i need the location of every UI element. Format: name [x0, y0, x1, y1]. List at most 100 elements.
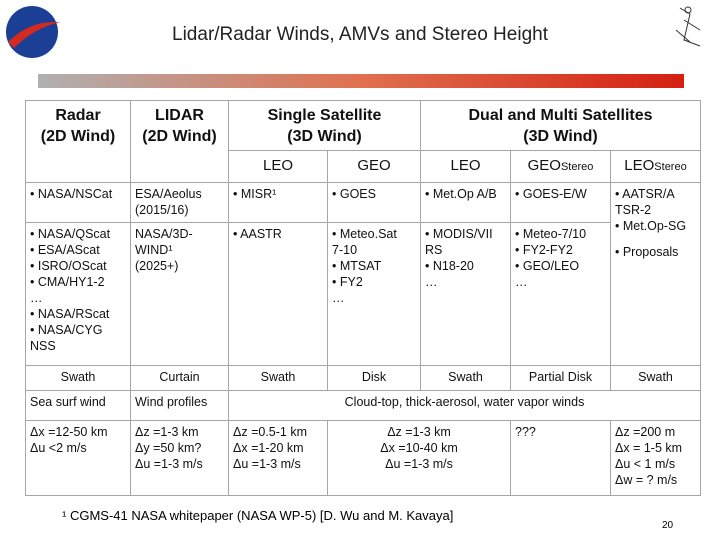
cell-line: (2D Wind)	[40, 128, 116, 145]
cell-line: Swath	[60, 370, 96, 384]
table-cell: NASA/3D- WIND¹ (2025+)	[130, 222, 229, 366]
table-cell: LEO	[420, 150, 511, 183]
table-cell: • MODIS/VII RS • N18-20 …	[420, 222, 511, 366]
table-cell: LEOStereo	[610, 150, 701, 183]
cell-line: NASA/3D-	[135, 227, 193, 241]
title-bar	[38, 74, 684, 88]
table-cell: Dual and Multi Satellites (3D Wind)	[420, 100, 701, 151]
cell-line: ???	[515, 425, 536, 439]
cell-line: • MISR¹	[233, 187, 277, 201]
table-cell: Radar (2D Wind)	[25, 100, 131, 183]
cell-line: • CMA/HY1-2	[30, 275, 105, 289]
cell-line: (2015/16)	[135, 203, 189, 217]
cell-line: • NASA/NSCat	[30, 187, 113, 201]
cell-line: TSR-2	[615, 203, 652, 217]
cell-line: Radar	[55, 107, 101, 124]
cell-line: Swath	[448, 370, 483, 384]
cell-line: • NASA/RScat	[30, 307, 110, 321]
table-cell: Cloud-top, thick-aerosol, water vapor wi…	[228, 390, 701, 421]
subheader-text: LEO	[624, 157, 655, 174]
cell-line: • Met.Op A/B	[425, 187, 497, 201]
cell-line: Partial Disk	[528, 370, 593, 384]
table-cell: GEO	[327, 150, 421, 183]
cell-line: Wind profiles	[135, 395, 208, 409]
table-cell: Single Satellite (3D Wind)	[228, 100, 421, 151]
table-cell: Curtain	[130, 365, 229, 391]
logo-swoosh	[8, 21, 60, 48]
title: Lidar/Radar Winds, AMVs and Stereo Heigh…	[172, 24, 548, 45]
cell-line: Δu < 1 m/s	[615, 457, 676, 471]
cell-line: ESA/Aeolus	[135, 187, 202, 201]
cell-line: Sea surf wind	[30, 395, 106, 409]
table-cell: Sea surf wind	[25, 390, 131, 421]
table-cell: Δx =12-50 km Δu <2 m/s	[25, 420, 131, 496]
cell-line: • Meteo.Sat	[332, 227, 397, 241]
cell-line: (3D Wind)	[523, 128, 598, 145]
table-cell: LIDAR (2D Wind)	[130, 100, 229, 183]
table-cell: Wind profiles	[130, 390, 229, 421]
table-cell: Δz =1-3 km Δx =10-40 km Δu =1-3 m/s	[327, 420, 511, 496]
table-cell: Swath	[610, 365, 701, 391]
cell-line: Δz =1-3 km	[387, 425, 451, 439]
cell-line: Δz =1-3 km	[135, 425, 199, 439]
cell-line: Dual and Multi Satellites	[468, 107, 653, 124]
subheader-text: GEO	[527, 157, 561, 174]
cell-line: • N18-20	[425, 259, 474, 273]
cell-line: Δy =50 km?	[135, 441, 202, 455]
subheader-text: LEO	[262, 157, 293, 174]
cell-line: Disk	[361, 370, 387, 384]
subheader-sub: Stereo	[654, 161, 687, 173]
cell-line: …	[425, 275, 438, 289]
cell-line: • GOES	[332, 187, 376, 201]
table-cell: • GOES-E/W	[510, 182, 611, 223]
cell-line: Δu =1-3 m/s	[385, 457, 453, 471]
table-cell: • AATSR/A TSR-2 • Met.Op-SG • Proposals	[610, 182, 701, 366]
cell-line: LIDAR	[155, 107, 204, 124]
table-cell: • NASA/NSCat	[25, 182, 131, 223]
cell-line: • AASTR	[233, 227, 282, 241]
table-cell: Disk	[327, 365, 421, 391]
cell-line: RS	[425, 243, 443, 257]
cell-line: …	[30, 291, 43, 305]
table-cell: Partial Disk	[510, 365, 611, 391]
cell-line: Δx =1-20 km	[233, 441, 304, 455]
table-cell: ESA/Aeolus (2015/16)	[130, 182, 229, 223]
table-cell: Δz =1-3 km Δy =50 km? Δu =1-3 m/s	[130, 420, 229, 496]
subheader-text: GEO	[357, 157, 391, 174]
cell-line: 7-10	[332, 243, 358, 257]
footnote: ¹ CGMS-41 NASA whitepaper (NASA WP-5) [D…	[62, 508, 454, 523]
table-cell: Swath	[25, 365, 131, 391]
cell-line: • GOES-E/W	[515, 187, 587, 201]
cell-line: Δx =10-40 km	[380, 441, 458, 455]
cell-line: Δz =0.5-1 km	[233, 425, 307, 439]
cell-line: • Proposals	[615, 245, 679, 259]
subheader-text: LEO	[450, 157, 481, 174]
cell-line: WIND¹	[135, 243, 173, 257]
table-cell: • Met.Op A/B	[420, 182, 511, 223]
table-cell: GEOStereo	[510, 150, 611, 183]
cell-line: NSS	[30, 339, 56, 353]
cell-line: • FY2	[332, 275, 363, 289]
cell-line: Δu <2 m/s	[30, 441, 87, 455]
cell-line: • NASA/QScat	[30, 227, 111, 241]
cell-line: Δx =12-50 km	[30, 425, 108, 439]
cell-line: (2D Wind)	[142, 128, 217, 145]
table-cell: Swath	[228, 365, 328, 391]
table-cell: • AASTR	[228, 222, 328, 366]
cell-line: Single Satellite	[267, 107, 382, 124]
subheader-sub: Stereo	[560, 161, 594, 173]
cell-line: • ISRO/OScat	[30, 259, 107, 273]
cell-line: • AATSR/A	[615, 187, 675, 201]
table-cell: Swath	[420, 365, 511, 391]
cell-line: Δw = ? m/s	[615, 473, 678, 487]
cell-line: • MODIS/VII	[425, 227, 493, 241]
cell-line: • MTSAT	[332, 259, 382, 273]
cell-line: Δz =200 m	[615, 425, 676, 439]
cell-line: • NASA/CYG	[30, 323, 103, 337]
table-cell: Δz =0.5-1 km Δx =1-20 km Δu =1-3 m/s	[228, 420, 328, 496]
table-cell: Δz =200 m Δx = 1-5 km Δu < 1 m/s Δw = ? m/s	[610, 420, 701, 496]
cell-line: Cloud-top, thick-aerosol, water vapor wi…	[344, 395, 585, 409]
table-cell: LEO	[228, 150, 328, 183]
